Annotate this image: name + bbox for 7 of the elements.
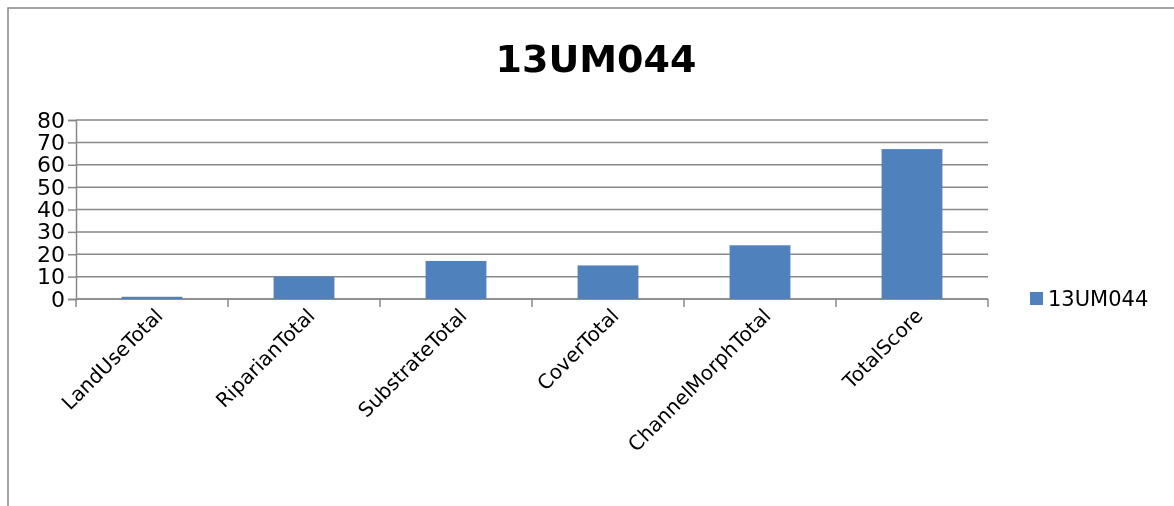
bar	[273, 276, 335, 299]
bar	[729, 245, 791, 299]
chart-title: 13UM044	[495, 37, 697, 81]
bar	[577, 265, 639, 299]
bar	[881, 149, 943, 299]
bar	[425, 260, 487, 299]
legend-label: 13UM044	[1048, 287, 1149, 311]
